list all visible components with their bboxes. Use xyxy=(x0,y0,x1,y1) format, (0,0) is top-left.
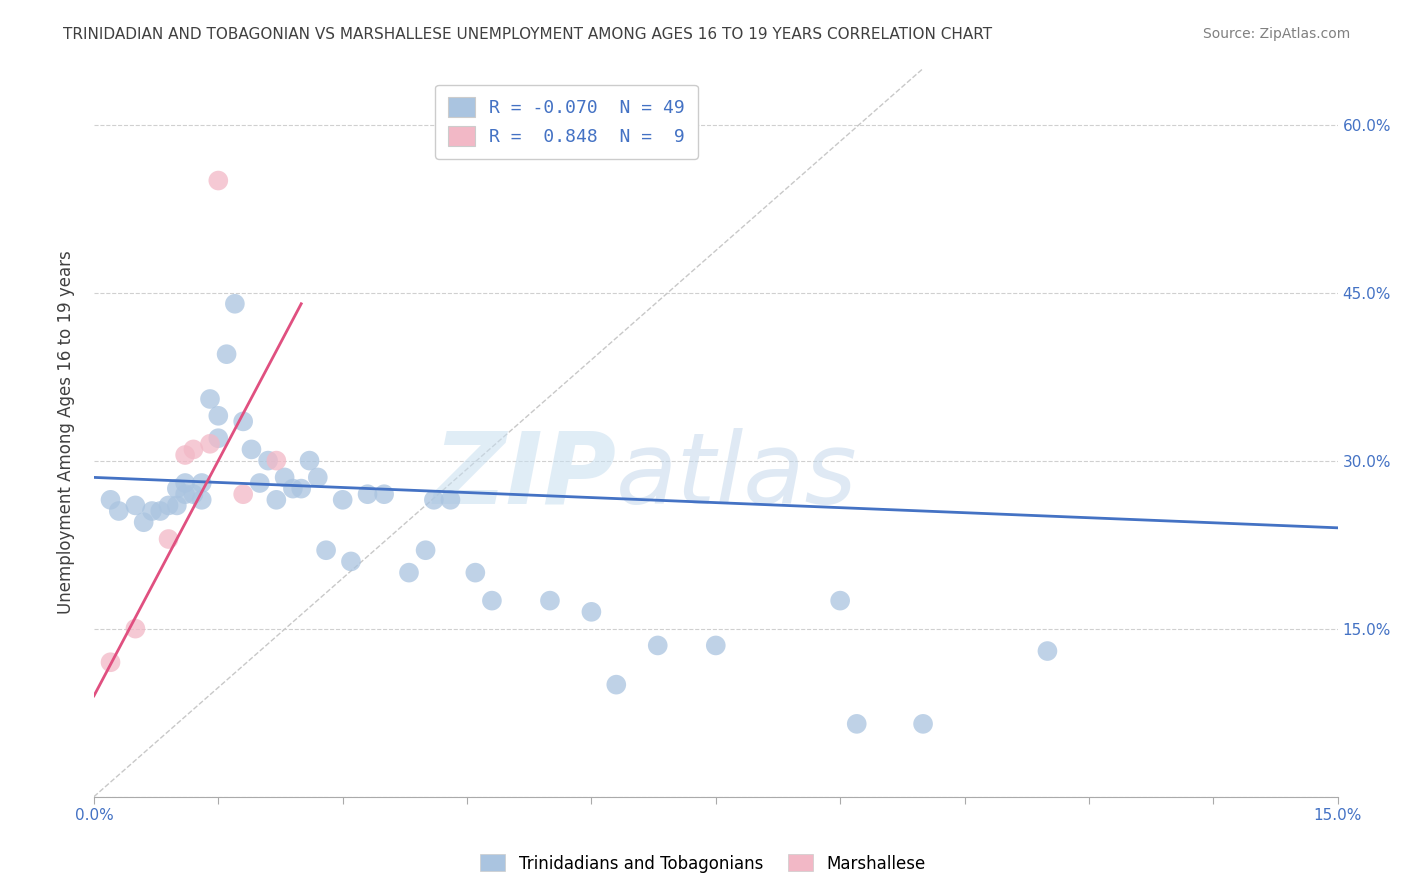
Point xyxy=(166,482,188,496)
Point xyxy=(538,593,561,607)
Point xyxy=(198,437,221,451)
Point xyxy=(124,622,146,636)
Point xyxy=(190,492,212,507)
Point xyxy=(249,475,271,490)
Point xyxy=(845,717,868,731)
Point xyxy=(107,504,129,518)
Point xyxy=(464,566,486,580)
Point xyxy=(183,442,205,457)
Point xyxy=(581,605,603,619)
Point xyxy=(240,442,263,457)
Point xyxy=(830,593,852,607)
Point xyxy=(266,453,288,467)
Point xyxy=(273,470,295,484)
Legend: R = -0.070  N = 49, R =  0.848  N =  9: R = -0.070 N = 49, R = 0.848 N = 9 xyxy=(436,85,697,159)
Point xyxy=(207,409,229,423)
Point xyxy=(298,453,321,467)
Point xyxy=(481,593,503,607)
Point xyxy=(315,543,337,558)
Text: atlas: atlas xyxy=(616,428,858,524)
Point xyxy=(232,487,254,501)
Text: ZIP: ZIP xyxy=(433,428,616,524)
Point xyxy=(198,392,221,406)
Point xyxy=(281,482,304,496)
Point xyxy=(166,499,188,513)
Point xyxy=(174,487,197,501)
Point xyxy=(157,532,180,546)
Point xyxy=(232,414,254,428)
Point xyxy=(307,470,329,484)
Point xyxy=(190,475,212,490)
Text: TRINIDADIAN AND TOBAGONIAN VS MARSHALLESE UNEMPLOYMENT AMONG AGES 16 TO 19 YEARS: TRINIDADIAN AND TOBAGONIAN VS MARSHALLES… xyxy=(63,27,993,42)
Point xyxy=(605,678,627,692)
Point xyxy=(373,487,395,501)
Point xyxy=(704,639,727,653)
Point xyxy=(423,492,446,507)
Point xyxy=(124,499,146,513)
Point xyxy=(398,566,420,580)
Point xyxy=(356,487,378,501)
Point xyxy=(415,543,437,558)
Point xyxy=(266,492,288,507)
Point xyxy=(207,173,229,187)
Point xyxy=(174,448,197,462)
Point xyxy=(157,499,180,513)
Point xyxy=(183,487,205,501)
Point xyxy=(1036,644,1059,658)
Legend: Trinidadians and Tobagonians, Marshallese: Trinidadians and Tobagonians, Marshalles… xyxy=(474,847,932,880)
Point xyxy=(290,482,312,496)
Point xyxy=(332,492,354,507)
Point xyxy=(257,453,280,467)
Point xyxy=(647,639,669,653)
Point xyxy=(149,504,172,518)
Point xyxy=(215,347,238,361)
Point xyxy=(912,717,935,731)
Point xyxy=(224,297,246,311)
Point xyxy=(340,554,363,568)
Text: Source: ZipAtlas.com: Source: ZipAtlas.com xyxy=(1202,27,1350,41)
Point xyxy=(132,515,155,529)
Point xyxy=(141,504,163,518)
Point xyxy=(100,492,122,507)
Point xyxy=(207,431,229,445)
Y-axis label: Unemployment Among Ages 16 to 19 years: Unemployment Among Ages 16 to 19 years xyxy=(58,251,75,615)
Point xyxy=(174,475,197,490)
Point xyxy=(439,492,461,507)
Point xyxy=(100,655,122,669)
